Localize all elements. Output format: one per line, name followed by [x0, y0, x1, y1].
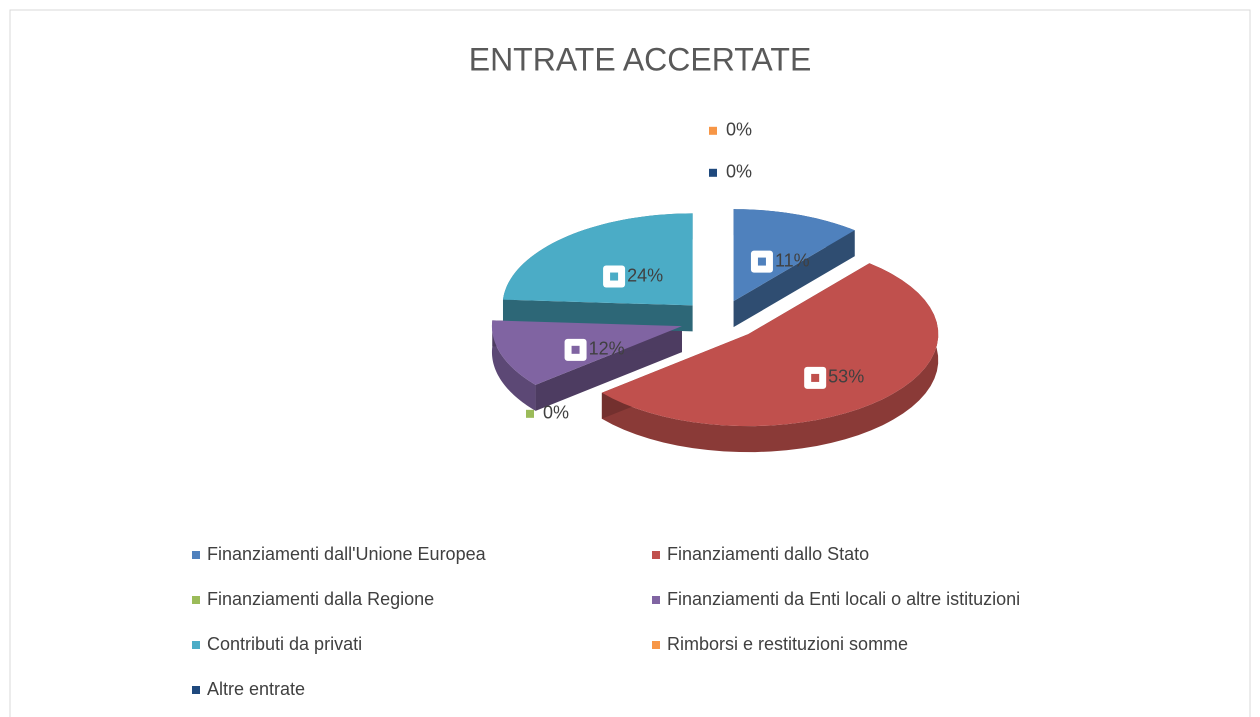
data-label: 0% — [726, 120, 752, 140]
legend-label: Finanziamenti dalla Regione — [207, 589, 434, 609]
data-label: 11% — [775, 250, 810, 270]
label-key — [571, 345, 580, 354]
legend-key — [652, 551, 660, 559]
slice — [733, 209, 855, 302]
label-key — [757, 257, 766, 266]
data-label: 12% — [589, 339, 625, 359]
legend-key — [192, 551, 200, 559]
slice-side — [491, 320, 536, 411]
legend-key — [652, 641, 660, 649]
legend-key — [652, 596, 660, 604]
label-key — [526, 409, 535, 418]
slice — [601, 263, 939, 427]
data-label: 0% — [543, 403, 569, 423]
legend-key — [192, 686, 200, 694]
legend-label: Altre entrate — [207, 679, 305, 699]
label-key — [811, 373, 820, 382]
legend-label: Rimborsi e restituzioni somme — [667, 634, 908, 654]
label-key — [709, 126, 717, 135]
legend-label: Finanziamenti dallo Stato — [667, 544, 869, 564]
slice — [491, 320, 682, 385]
slice — [502, 213, 693, 306]
data-label: 0% — [726, 162, 752, 182]
slice-side — [733, 230, 855, 328]
data-label: 53% — [828, 367, 864, 387]
legend-label: Finanziamenti da Enti locali o altre ist… — [667, 589, 1020, 609]
chart-title: ENTRATE ACCERTATE — [469, 41, 812, 77]
legend-label: Finanziamenti dall'Unione Europea — [207, 544, 487, 564]
legend-label: Contributi da privati — [207, 634, 362, 654]
label-key — [709, 168, 717, 177]
legend-key — [192, 596, 200, 604]
legend-key — [192, 641, 200, 649]
label-key — [610, 272, 619, 281]
data-label: 24% — [627, 265, 663, 285]
